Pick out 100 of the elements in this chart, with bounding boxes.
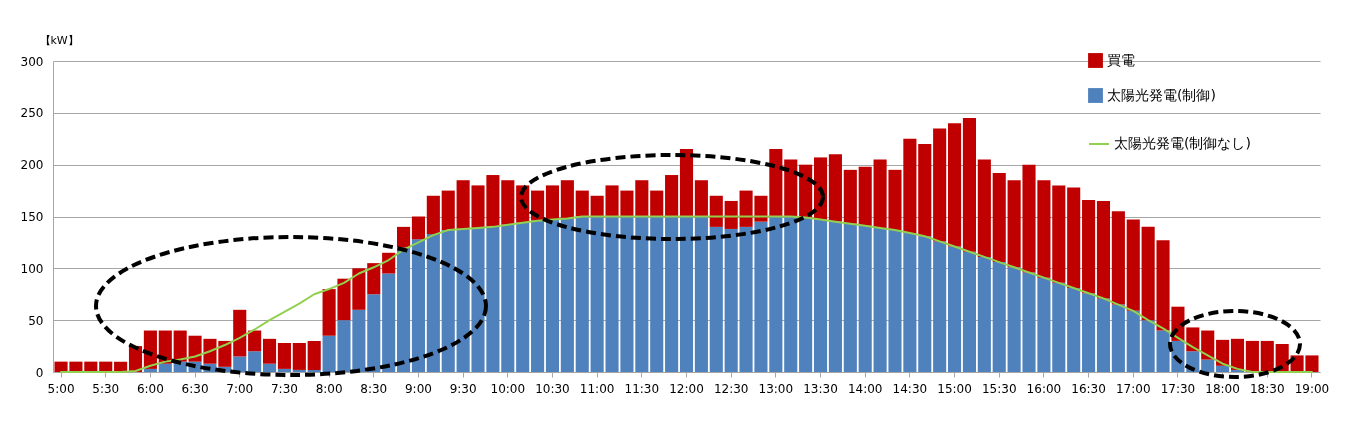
legend-label: 太陽光発電(制御なし) [1114,135,1251,151]
bar [933,128,947,242]
x-tick-label: 10:00 [490,381,526,396]
x-tick-label: 16:30 [1071,381,1106,396]
bar [575,216,589,372]
bar [397,247,411,372]
bar [813,219,828,372]
bar [933,241,947,372]
bar [694,180,708,217]
x-tick-label: 10:30 [535,381,570,396]
x-tick-label: 8:30 [360,381,388,396]
bar [531,220,545,372]
bar [1260,340,1274,372]
bar [426,234,440,372]
bar [411,239,425,372]
bar [709,226,723,372]
bar [1082,293,1096,372]
bar [233,309,247,357]
bar [382,273,396,372]
bar [173,330,187,362]
bar [992,262,1006,372]
bar [545,219,560,372]
x-tick-label: 17:30 [1160,381,1196,396]
bar [262,363,277,372]
bar [516,222,530,372]
bar [992,172,1006,263]
x-tick-label: 15:00 [937,381,972,396]
bar [694,216,708,372]
bar [1067,187,1081,289]
x-tick-label: 5:00 [47,381,75,396]
bar [650,190,664,217]
bar [248,351,262,372]
y-tick-label: 300 [20,54,44,69]
bar [292,369,306,372]
bar [828,154,842,222]
bar [635,180,649,217]
bar [665,216,679,372]
line-series [60,215,1313,373]
bar [784,159,798,217]
bar [918,143,932,237]
bar [426,195,440,235]
bar [1096,298,1111,372]
bar [292,342,306,370]
x-tick-label: 12:30 [713,381,749,396]
y-axis-title: 【kW】 [39,33,79,47]
bar [1216,339,1230,366]
bar [575,190,589,217]
x-tick-label: 13:00 [758,381,794,396]
bar [560,218,574,372]
x-tick-label: 6:30 [181,381,209,396]
bar [501,180,515,225]
x-tick-label: 9:30 [449,381,477,396]
bar [158,363,172,372]
x-tick-label: 15:30 [981,381,1017,396]
bar [799,217,813,372]
bar [307,340,321,370]
bar [1052,282,1066,372]
x-tick-label: 9:00 [404,381,432,396]
y-tick-label: 50 [28,313,44,328]
bar [1111,211,1125,305]
x-tick-label: 11:00 [579,381,615,396]
y-tick-label: 0 [35,365,44,380]
bar [277,368,291,372]
bar [1126,219,1140,311]
bar [411,216,425,240]
bar [679,216,694,372]
bar [143,368,157,372]
bar [1096,200,1111,299]
bar [948,123,962,247]
legend-label: 太陽光発電(制御) [1107,86,1216,103]
bar [665,175,679,217]
bar [784,216,798,372]
x-tick-label: 12:00 [669,381,704,396]
bar [1230,338,1245,370]
x-tick-label: 11:30 [624,381,660,396]
bar [441,190,455,230]
bar [828,221,842,372]
x-tick-label: 17:00 [1115,381,1151,396]
bar [948,246,962,372]
bar [1186,327,1200,352]
y-tick-label: 200 [20,158,44,173]
bar [262,338,277,364]
x-tick-label: 14:30 [892,381,928,396]
bar [650,216,664,372]
bar [724,200,738,229]
bar [679,149,694,217]
bar [1052,185,1066,283]
x-tick-label: 5:30 [92,381,120,396]
bar [962,251,976,372]
bar [918,236,932,372]
bar [501,224,515,372]
bar [1216,365,1230,372]
y-tick-label: 150 [20,210,44,224]
bar [962,118,976,252]
bar [709,195,723,227]
bar [248,330,262,352]
bar [1067,288,1081,372]
bar [545,185,560,220]
bar [977,256,991,372]
bar [1245,340,1259,372]
